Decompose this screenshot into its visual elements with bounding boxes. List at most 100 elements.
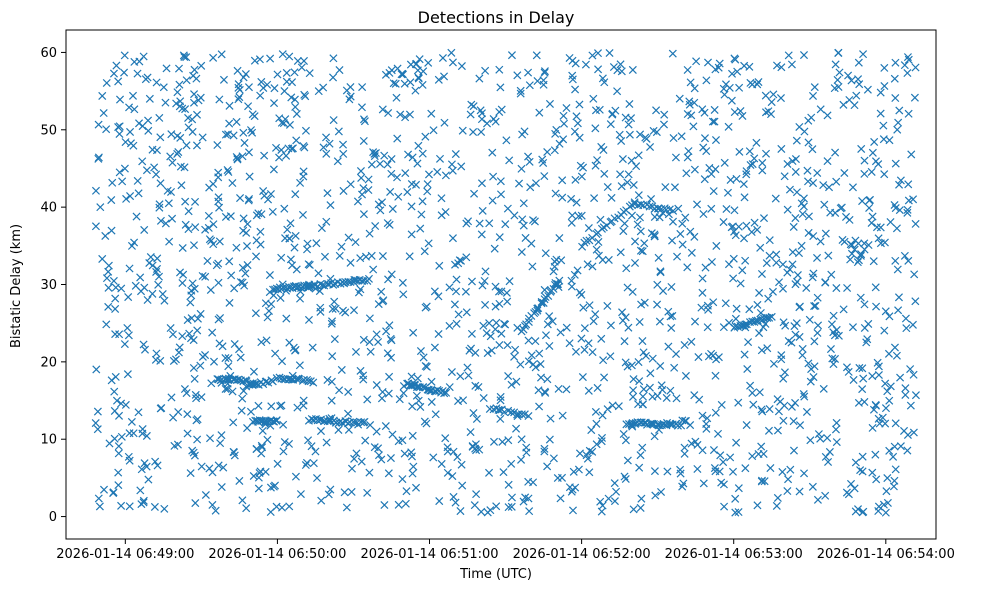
detection-point [814, 321, 823, 330]
detection-point [855, 80, 864, 89]
detection-point [825, 447, 834, 456]
detection-point [896, 442, 905, 451]
detection-point [733, 322, 742, 331]
detection-point [394, 500, 403, 509]
detection-point [380, 500, 389, 510]
detection-point [148, 145, 157, 154]
detection-point [491, 117, 500, 126]
detection-point [813, 328, 822, 338]
detection-point [266, 190, 275, 199]
detection-point [655, 317, 664, 326]
detection-point [765, 405, 774, 414]
detection-point [816, 237, 825, 246]
detection-point [249, 471, 258, 481]
detection-point [156, 404, 165, 413]
detection-point [721, 299, 730, 308]
detection-point [588, 51, 597, 60]
detection-point [702, 424, 711, 433]
detection-point [872, 302, 881, 311]
detection-point [99, 108, 108, 118]
detection-point [165, 237, 174, 246]
detection-point [865, 196, 874, 205]
detection-point [115, 129, 124, 139]
detection-point [846, 255, 855, 264]
detection-point [488, 196, 497, 205]
detection-point [859, 50, 868, 59]
detection-point [662, 393, 671, 402]
detection-point [445, 283, 454, 292]
detection-point [889, 482, 898, 491]
detection-point [792, 188, 801, 197]
detection-point [107, 376, 116, 385]
detection-point [691, 437, 700, 446]
detection-point [401, 499, 410, 508]
detection-point [104, 302, 113, 311]
detection-point [190, 65, 199, 74]
detection-point [806, 377, 815, 386]
detection-point [173, 149, 182, 158]
detection-point [683, 263, 692, 272]
detection-point [282, 151, 291, 160]
detection-point [666, 386, 675, 395]
detection-point [593, 156, 602, 165]
detection-point [552, 125, 561, 134]
detection-point [402, 487, 411, 496]
detection-point [491, 302, 500, 311]
detection-point [489, 172, 498, 181]
detection-point [545, 99, 554, 108]
detection-point [414, 396, 423, 405]
detection-point [221, 354, 230, 363]
x-tick-label: 2026-01-14 06:49:00 [56, 547, 194, 562]
detection-point [535, 108, 544, 117]
detection-point [405, 252, 414, 261]
detection-point [748, 160, 757, 169]
detection-point [860, 239, 869, 248]
detection-point [710, 105, 719, 114]
detection-point [475, 74, 484, 83]
detection-point [731, 508, 740, 517]
detection-point [731, 314, 740, 323]
detection-point [217, 431, 226, 440]
detection-point [867, 167, 876, 176]
detection-point [285, 338, 294, 347]
detection-point [856, 466, 865, 475]
detection-point [221, 130, 230, 139]
detection-point [374, 300, 383, 309]
detection-point [276, 402, 285, 411]
detection-point [636, 503, 645, 512]
detection-point [640, 239, 649, 248]
detection-point [398, 436, 407, 445]
detection-point [128, 91, 138, 100]
detection-point [612, 487, 621, 496]
detection-point [499, 468, 508, 477]
detection-point [548, 317, 557, 326]
detection-point [757, 442, 766, 451]
detection-point [517, 410, 526, 419]
detection-point [413, 374, 422, 383]
detection-point [630, 258, 640, 267]
detection-point [783, 205, 792, 214]
detection-point [309, 378, 318, 387]
detection-point [263, 435, 272, 444]
detection-point [365, 229, 374, 238]
detection-point [234, 95, 243, 104]
detection-point [245, 195, 254, 204]
detection-point [742, 167, 751, 176]
detection-point [741, 256, 750, 265]
detection-point [145, 258, 154, 268]
detection-point [387, 270, 396, 279]
detection-point [517, 247, 526, 257]
detection-point [911, 219, 920, 228]
detection-point [282, 314, 291, 323]
detection-point [910, 270, 919, 279]
detection-point [874, 160, 883, 169]
detection-point [809, 232, 818, 241]
detection-point [414, 74, 423, 83]
detection-point [863, 335, 872, 344]
detection-point [742, 221, 751, 230]
detection-point [481, 300, 490, 309]
detection-point [114, 481, 123, 490]
detection-point [700, 175, 709, 184]
detection-point [594, 251, 603, 260]
detection-point [384, 108, 393, 118]
